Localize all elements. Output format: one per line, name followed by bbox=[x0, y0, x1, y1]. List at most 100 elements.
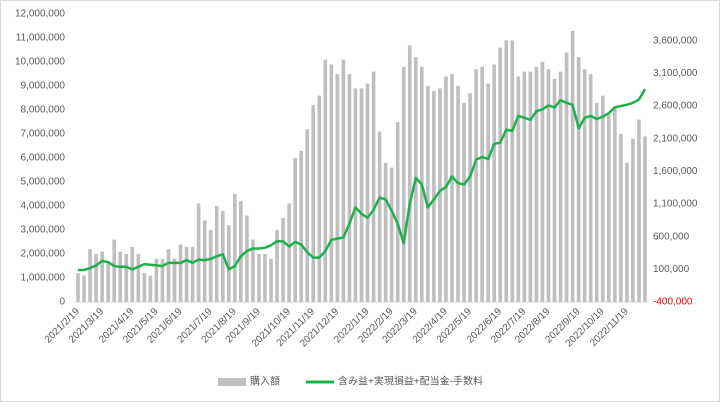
bar bbox=[528, 71, 533, 302]
bar bbox=[468, 93, 472, 302]
bar bbox=[214, 206, 219, 302]
bar bbox=[335, 74, 340, 302]
legend-label: 含み益+実現損益+配当金-手数料 bbox=[338, 375, 483, 388]
bar bbox=[522, 71, 527, 302]
y2-tick-label: 1,100,000 bbox=[653, 199, 698, 210]
y-tick-label: 5,000,000 bbox=[21, 177, 66, 188]
bar bbox=[341, 59, 346, 302]
bar bbox=[637, 119, 641, 302]
y-tick-label: 8,000,000 bbox=[21, 105, 66, 116]
bar bbox=[389, 167, 394, 302]
bar bbox=[166, 249, 171, 302]
bar bbox=[564, 52, 569, 303]
bar bbox=[426, 86, 430, 302]
bar bbox=[613, 107, 617, 302]
bar bbox=[486, 83, 490, 302]
bar bbox=[534, 66, 539, 302]
bar bbox=[444, 76, 448, 303]
bar bbox=[251, 239, 255, 302]
bar bbox=[245, 215, 249, 302]
y2-tick-label: 100,000 bbox=[653, 264, 690, 275]
legend-swatch bbox=[218, 378, 246, 386]
bar bbox=[257, 254, 261, 302]
line bbox=[78, 88, 647, 272]
bar bbox=[208, 230, 213, 302]
legend-label: 購入額 bbox=[250, 375, 280, 388]
bar bbox=[401, 66, 406, 302]
bar bbox=[474, 69, 478, 302]
y2-tick-label: 2,100,000 bbox=[653, 133, 698, 144]
bar bbox=[76, 273, 80, 302]
bar bbox=[305, 129, 310, 302]
bar bbox=[365, 83, 370, 302]
bar bbox=[498, 47, 503, 302]
bar bbox=[263, 254, 267, 302]
bar bbox=[136, 254, 141, 302]
bar bbox=[588, 74, 593, 302]
bar bbox=[516, 76, 521, 303]
bar bbox=[239, 201, 243, 302]
bar bbox=[438, 88, 442, 303]
bar bbox=[299, 150, 303, 302]
y-tick-label: 3,000,000 bbox=[21, 225, 66, 236]
bar bbox=[317, 95, 322, 302]
y-tick-label: 11,000,000 bbox=[16, 33, 66, 44]
y-tick-label: 4,000,000 bbox=[21, 201, 66, 212]
bar bbox=[112, 239, 117, 302]
bar bbox=[504, 40, 509, 303]
y2-tick-label: 3,600,000 bbox=[653, 35, 698, 46]
bar bbox=[625, 162, 629, 302]
bar bbox=[540, 62, 545, 302]
bar bbox=[148, 275, 153, 302]
y-tick-label: 9,000,000 bbox=[21, 81, 66, 92]
bar bbox=[456, 86, 460, 302]
bar bbox=[269, 258, 273, 302]
bar bbox=[142, 273, 147, 302]
bar bbox=[371, 71, 376, 302]
bar bbox=[631, 138, 635, 302]
bar bbox=[233, 194, 237, 302]
bar bbox=[353, 88, 358, 303]
y2-tick-label: 2,600,000 bbox=[653, 101, 698, 112]
y-tick-label: 2,000,000 bbox=[21, 249, 66, 260]
bar bbox=[184, 246, 189, 302]
y2-tick-label: -400,000 bbox=[653, 297, 693, 308]
bar bbox=[558, 71, 563, 302]
bar bbox=[287, 203, 291, 302]
bar bbox=[329, 64, 334, 303]
y2-tick-label: 600,000 bbox=[653, 231, 690, 242]
bar bbox=[172, 258, 177, 302]
y-tick-label: 12,000,000 bbox=[15, 9, 65, 20]
bar bbox=[82, 275, 86, 302]
y-tick-label: 7,000,000 bbox=[21, 129, 66, 140]
bar bbox=[154, 258, 159, 302]
bar bbox=[462, 102, 466, 302]
bar bbox=[311, 105, 316, 302]
bar bbox=[600, 95, 605, 302]
bar bbox=[190, 246, 195, 302]
bar bbox=[88, 249, 92, 302]
bar bbox=[124, 254, 129, 302]
bar bbox=[383, 162, 388, 302]
bar bbox=[347, 74, 352, 302]
bar bbox=[492, 64, 497, 303]
bar bbox=[118, 251, 123, 302]
bar bbox=[281, 218, 285, 302]
bar bbox=[582, 69, 587, 302]
bar bbox=[576, 57, 581, 303]
bar bbox=[570, 30, 575, 303]
bar bbox=[178, 244, 183, 302]
bar bbox=[450, 74, 454, 302]
bar bbox=[510, 40, 515, 303]
bar bbox=[546, 69, 551, 302]
bar bbox=[619, 134, 623, 302]
bar bbox=[94, 254, 98, 302]
bar bbox=[480, 66, 484, 302]
bar bbox=[106, 263, 110, 302]
bar bbox=[432, 90, 436, 302]
bar bbox=[293, 158, 297, 302]
bar bbox=[594, 102, 599, 302]
bar bbox=[377, 131, 382, 302]
y-tick-label: 0 bbox=[59, 297, 65, 308]
